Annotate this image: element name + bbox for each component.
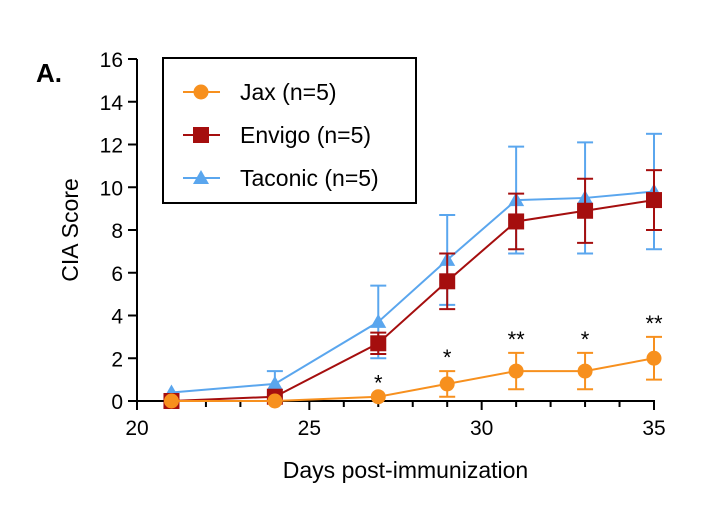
data-point: [508, 363, 524, 379]
x-tick-label: 35: [642, 417, 665, 440]
data-point: [646, 192, 662, 209]
data-point: [577, 363, 593, 379]
x-axis-label: Days post-immunization: [283, 457, 528, 483]
data-point: [266, 375, 283, 390]
y-tick-label: 14: [100, 92, 124, 115]
x-tick-label: 20: [125, 417, 148, 440]
data-point: [267, 393, 283, 409]
data-point: [370, 313, 387, 328]
y-axis-label: CIA Score: [57, 178, 83, 282]
legend-label: Jax (n=5): [240, 79, 337, 105]
data-point: [439, 273, 456, 290]
significance-marker: *: [443, 345, 452, 370]
data-point: [370, 335, 387, 352]
data-point: [508, 213, 525, 230]
x-tick-label: 30: [470, 417, 493, 440]
y-tick-label: 10: [100, 177, 123, 200]
legend-marker: [193, 84, 209, 100]
y-tick-label: 16: [100, 49, 123, 72]
y-tick-label: 12: [100, 135, 123, 158]
y-tick-label: 2: [111, 348, 123, 371]
significance-marker: *: [581, 327, 590, 352]
data-point: [163, 393, 179, 409]
legend-label: Taconic (n=5): [240, 165, 379, 191]
legend-marker: [193, 127, 209, 143]
y-tick-label: 4: [111, 306, 123, 329]
significance-marker: *: [374, 371, 383, 396]
panel-label: A.: [36, 58, 62, 88]
legend-label: Envigo (n=5): [240, 122, 371, 148]
data-point: [646, 350, 662, 366]
y-tick-label: 0: [111, 391, 123, 414]
significance-marker: **: [645, 311, 663, 336]
y-tick-label: 6: [111, 263, 123, 286]
y-tick-label: 8: [111, 220, 123, 243]
legend-marker: [193, 170, 209, 184]
significance-marker: **: [508, 327, 526, 352]
data-point: [577, 202, 594, 219]
data-point: [370, 389, 386, 405]
x-tick-label: 25: [298, 417, 321, 440]
data-point: [439, 376, 455, 392]
series-line-2: [171, 190, 655, 394]
